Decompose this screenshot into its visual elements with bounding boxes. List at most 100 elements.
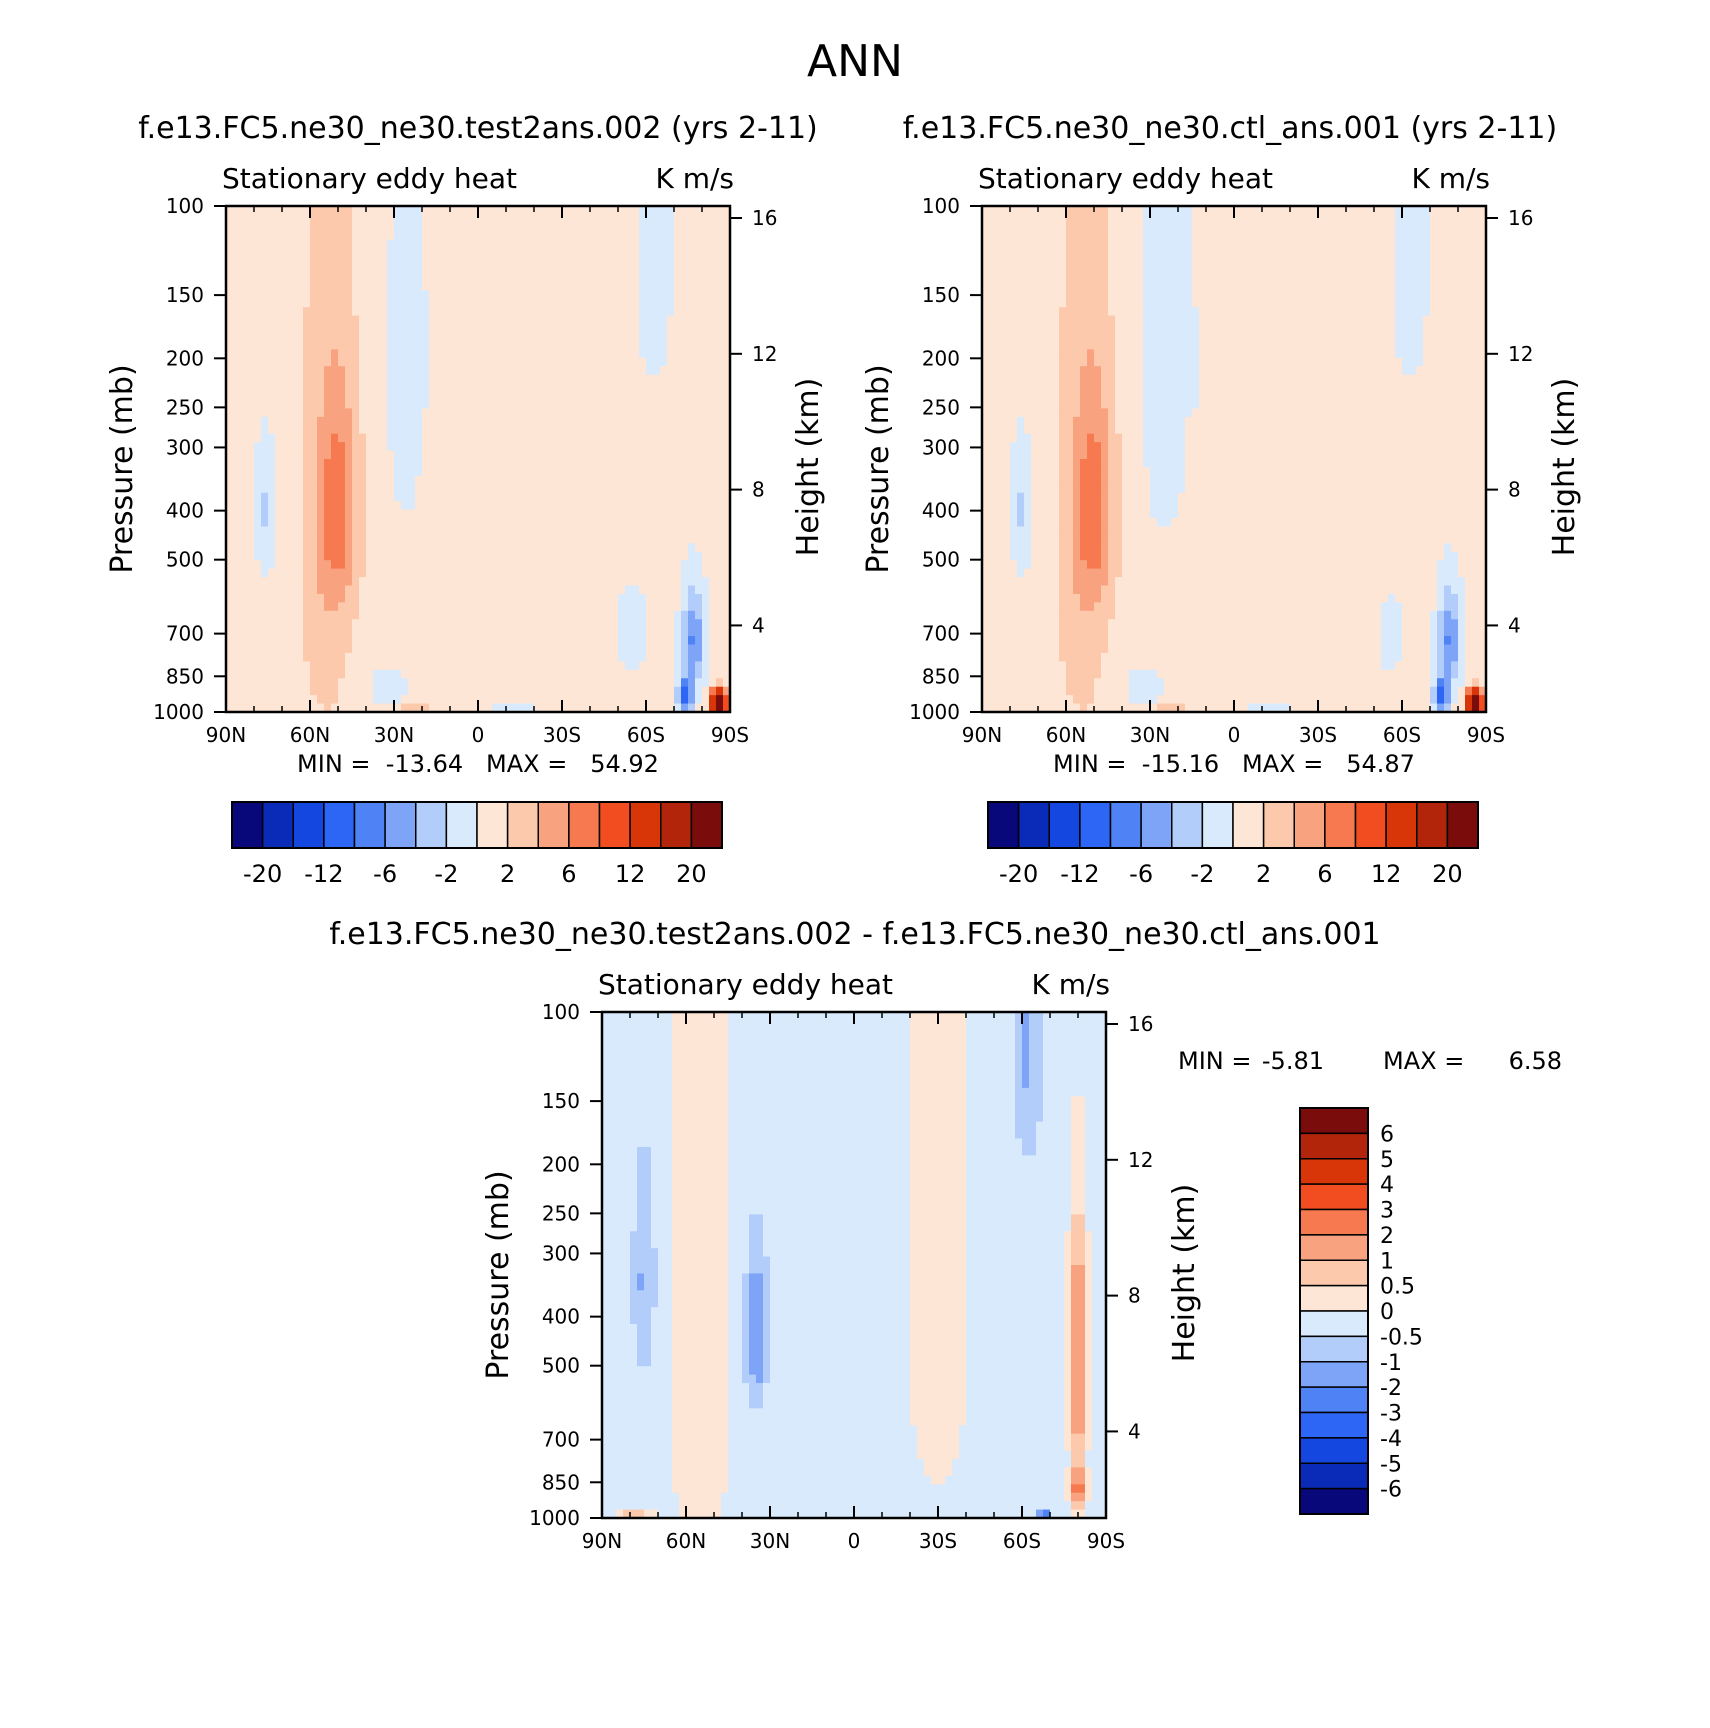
field-cell [583, 222, 591, 232]
field-cell [408, 425, 416, 435]
field-cell [1010, 206, 1018, 216]
field-cell [436, 492, 444, 502]
field-cell [352, 231, 360, 241]
field-cell [1024, 518, 1032, 528]
field-cell [576, 425, 584, 435]
field-cell [464, 610, 472, 620]
field-cell [310, 585, 318, 595]
field-cell [352, 661, 360, 671]
field-cell [688, 450, 696, 460]
field-cell [590, 332, 598, 342]
field-cell [653, 265, 661, 275]
field-cell [429, 357, 437, 367]
field-cell [695, 602, 703, 612]
field-cell [982, 408, 990, 418]
field-cell [604, 526, 612, 536]
field-cell [506, 577, 514, 587]
field-cell [226, 534, 234, 544]
field-cell [310, 703, 318, 713]
field-cell [387, 425, 395, 435]
field-cell [303, 399, 311, 409]
field-cell [268, 298, 276, 308]
field-cell [541, 703, 549, 713]
field-cell [233, 467, 241, 477]
field-cell [450, 442, 458, 452]
field-cell [471, 416, 479, 426]
field-cell [352, 652, 360, 662]
field-cell [688, 265, 696, 275]
field-cell [667, 281, 675, 291]
field-cell [401, 695, 409, 705]
field-cell [611, 315, 619, 325]
field-cell [429, 374, 437, 384]
field-cell [555, 290, 563, 300]
field-cell [247, 636, 255, 646]
field-cell [373, 391, 381, 401]
field-cell [373, 214, 381, 224]
field-cell [436, 265, 444, 275]
field-cell [275, 484, 283, 494]
field-cell [723, 366, 731, 376]
field-cell [268, 652, 276, 662]
field-cell [1038, 459, 1046, 469]
field-cell [597, 248, 605, 258]
field-cell [625, 391, 633, 401]
field-cell [716, 602, 724, 612]
field-cell [254, 610, 262, 620]
field-cell [429, 222, 437, 232]
field-cell [653, 425, 661, 435]
field-cell [247, 433, 255, 443]
field-cell [723, 214, 731, 224]
field-cell [275, 273, 283, 283]
field-cell [429, 425, 437, 435]
field-cell [443, 442, 451, 452]
field-cell [275, 307, 283, 317]
field-cell [702, 703, 710, 713]
field-cell [1003, 281, 1011, 291]
field-cell [625, 206, 633, 216]
field-cell [695, 416, 703, 426]
field-cell [415, 298, 423, 308]
field-cell [555, 383, 563, 393]
field-cell [226, 332, 234, 342]
field-cell [443, 560, 451, 570]
field-cell [317, 265, 325, 275]
field-cell [317, 374, 325, 384]
field-cell [982, 669, 990, 679]
field-cell [233, 265, 241, 275]
field-cell [443, 366, 451, 376]
field-cell [618, 222, 626, 232]
field-cell [674, 290, 682, 300]
field-cell [233, 509, 241, 519]
field-cell [674, 231, 682, 241]
field-cell [716, 298, 724, 308]
field-cell [611, 425, 619, 435]
field-cell [541, 298, 549, 308]
field-cell [478, 543, 486, 553]
field-cell [478, 467, 486, 477]
field-cell [709, 315, 717, 325]
field-cell [471, 577, 479, 587]
field-cell [695, 315, 703, 325]
field-cell [996, 374, 1004, 384]
field-cell [415, 399, 423, 409]
field-cell [359, 577, 367, 587]
field-cell [338, 273, 346, 283]
field-cell [408, 357, 416, 367]
field-cell [653, 467, 661, 477]
field-cell [436, 602, 444, 612]
y-tick-label: 100 [166, 194, 204, 218]
field-cell [709, 442, 717, 452]
field-cell [996, 391, 1004, 401]
field-cell [240, 450, 248, 460]
field-cell [555, 492, 563, 502]
field-cell [268, 206, 276, 216]
field-cell [408, 543, 416, 553]
field-cell [716, 214, 724, 224]
field-cell [254, 408, 262, 418]
field-cell [1031, 416, 1039, 426]
field-cell [359, 459, 367, 469]
field-cell [310, 281, 318, 291]
field-cell [541, 492, 549, 502]
field-cell [576, 627, 584, 637]
